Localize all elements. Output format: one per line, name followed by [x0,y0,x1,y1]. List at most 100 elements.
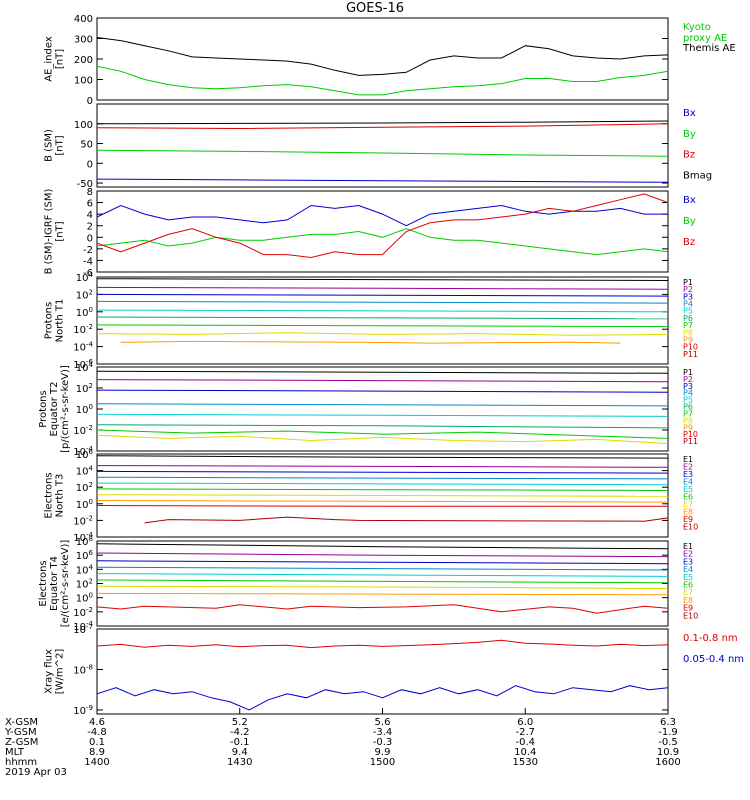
x-tick-label: 1430 [227,757,252,768]
legend-entry: E6 [683,493,693,502]
series-bmag [96,120,669,125]
y-tick-label: 10-4 [73,341,93,354]
x-tick-label: 1530 [513,757,538,768]
y-axis-label: ProtonsNorth T1 [44,299,66,343]
series-e2 [96,465,669,468]
legend-entry: P10 [683,430,698,439]
y-tick-label: 100 [76,592,93,605]
y-tick-label: 104 [76,465,94,478]
legend-entry: P2 [683,375,693,384]
y-tick-label: 10-2 [73,424,93,437]
legend-entry: P1 [683,368,693,377]
series-0.1-0.8-nm [96,639,669,649]
series-p1 [96,370,669,374]
x-tick-label: 5.6 [375,717,391,728]
legend-entry: E6 [683,581,693,590]
series-e5 [96,482,669,486]
legend-entry: 0.05-0.4 nm [683,654,744,665]
y-tick-label: -50 [77,179,93,190]
y-tick-label: 0 [87,233,93,244]
legend-entry: Bz [683,150,695,161]
y-tick-label: 10-2 [73,606,93,619]
series-e3 [96,560,669,565]
legend-entry: E10 [683,523,698,532]
series-e4 [96,566,669,571]
legend-entry: P11 [683,437,698,446]
y-tick-label: 10-2 [73,323,93,336]
series-p6 [96,316,669,320]
y-tick-label: 2 [87,222,93,233]
series-0.05-0.4-nm [96,685,669,711]
legend-entry: P9 [683,423,693,432]
x-tick-label: -0.3 [373,737,393,748]
y-tick-label: 106 [76,448,94,461]
series-p5 [96,309,669,313]
series-bz [96,193,669,259]
x-tick-label: -3.4 [373,727,393,738]
y-axis-label: ElectronsEquator T4[e/(cm²-s-sr-keV)] [38,540,71,628]
x-tick-label: 0.1 [89,737,105,748]
x-tick-label: 6.0 [517,717,533,728]
x-tick-label: 5.2 [232,717,248,728]
legend-entry: E8 [683,596,693,605]
series-kyoto-proxy-ae [96,65,669,96]
series-e7 [96,494,669,497]
panel-2: -50 0 50 100 B (SM)[nT] Bx By Bz Bmag [44,103,712,190]
panel-4: 10-6 10-4 10-2 100 102 104 ProtonsNorth T1 P1P2… [44,271,699,371]
panel-frame [96,453,669,538]
y-tick-label: 10-2 [73,514,93,527]
series-by [96,149,669,157]
series-p8 [96,332,669,336]
legend-entry: E3 [683,557,693,566]
series-p3 [96,293,669,297]
legend-entry: E9 [683,515,693,524]
panel-frame [96,190,669,273]
y-tick-label: 10-4 [73,445,93,458]
legend-entry: By [683,216,696,227]
legend-entry: 0.1-0.8 nm [683,633,738,644]
x-tick-label: 1500 [370,757,395,768]
x-tick-label: -4.8 [87,727,107,738]
y-tick-label: 400 [74,14,93,25]
x-tick-label: -4.2 [230,727,250,738]
x-axis-row-label: X-GSM [5,717,38,728]
y-tick-label: 106 [76,549,94,562]
x-tick-label: -0.5 [658,737,678,748]
x-tick-label: 8.9 [89,747,105,758]
legend-entry: P3 [683,292,693,301]
y-tick-label: 0 [87,159,93,170]
series-p5 [96,413,669,417]
legend-entry: E1 [683,455,693,464]
y-tick-label: 10-6 [73,358,93,371]
y-axis-label: Xray flux[W/m^2] [44,649,66,695]
series-p2 [96,379,669,383]
y-tick-label: -2 [83,245,93,256]
series-p1 [96,278,669,281]
panel-5: 10-4 10-2 100 102 104 ProtonsEquator T2[p/(cm… [38,361,698,458]
series-bz [96,123,669,130]
legend-entry: P3 [683,382,693,391]
series-e9 [96,604,669,614]
x-axis-row-label: Y-GSM [4,727,37,738]
legend-entry: E2 [683,550,693,559]
series-e10 [144,516,669,524]
y-axis-label: B (SM)-IGRF (SM)[nT] [44,189,66,275]
legend-entry: P11 [683,350,698,359]
series-e1 [96,543,669,550]
x-tick-label: -2.7 [515,727,535,738]
y-tick-label: 200 [74,55,93,66]
legend-entry: P9 [683,335,693,344]
series-e7 [96,585,669,589]
series-themis-ae [96,37,669,76]
legend-entry: E1 [683,542,693,551]
plot-title: GOES-16 [346,1,404,16]
legend-entry: E4 [683,565,693,574]
y-tick-label: 102 [76,288,93,301]
legend-entry: P6 [683,403,693,412]
x-tick-label: 1400 [84,757,109,768]
legend-entry: Bmag [683,170,712,181]
legend-entry: E10 [683,611,698,620]
series-p4 [96,300,669,304]
